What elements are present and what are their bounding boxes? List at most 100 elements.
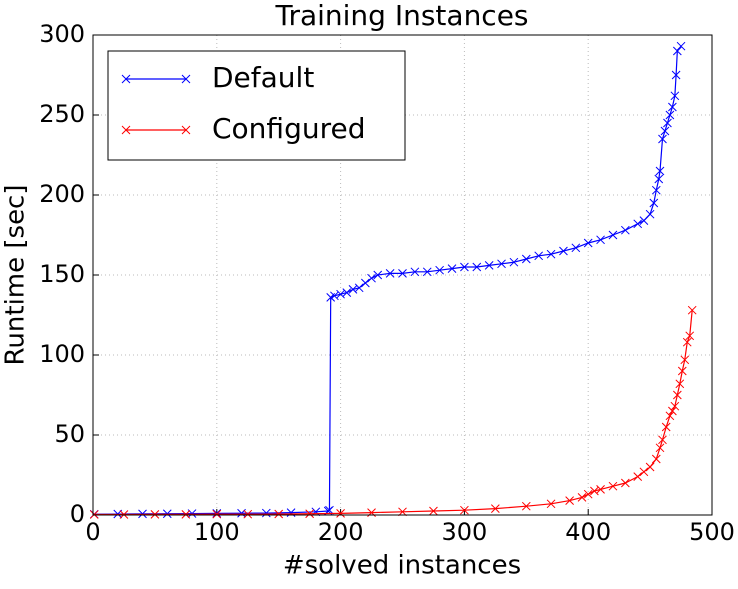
marker (665, 411, 675, 421)
legend-marker (121, 74, 191, 84)
x-tick-label: 0 (85, 518, 100, 546)
marker (212, 509, 222, 518)
marker (472, 262, 482, 272)
marker (665, 110, 675, 120)
marker (373, 270, 383, 280)
marker (422, 267, 432, 277)
marker (596, 235, 605, 245)
y-tick-label: 100 (39, 340, 85, 368)
marker (212, 509, 222, 519)
marker (651, 185, 661, 195)
marker (336, 509, 345, 518)
marker (677, 366, 687, 376)
marker (546, 499, 556, 509)
marker (546, 249, 556, 259)
marker (672, 390, 682, 400)
y-tick-label: 300 (39, 20, 85, 48)
marker (590, 486, 599, 496)
marker (668, 406, 677, 416)
marker (534, 251, 544, 261)
marker (670, 401, 680, 411)
marker (668, 102, 677, 112)
marker (651, 454, 661, 464)
marker (460, 505, 469, 515)
marker (608, 230, 618, 240)
marker (429, 506, 438, 516)
marker (675, 379, 685, 389)
marker (367, 273, 376, 283)
marker (672, 46, 682, 56)
marker (571, 243, 581, 253)
marker (484, 261, 494, 270)
x-tick-label: 400 (565, 518, 611, 546)
marker (661, 422, 671, 432)
marker (274, 509, 284, 519)
marker (577, 493, 587, 502)
marker (658, 435, 667, 445)
y-axis-label: Runtime [sec] (1, 185, 31, 366)
marker (620, 225, 630, 235)
marker (660, 126, 670, 136)
legend-box (107, 50, 406, 161)
marker (509, 257, 519, 267)
marker (150, 510, 160, 519)
marker (608, 481, 618, 491)
marker (162, 509, 172, 519)
marker (330, 291, 339, 301)
marker (655, 166, 665, 176)
marker (410, 267, 420, 277)
marker (633, 472, 643, 481)
marker (325, 505, 334, 515)
marker (663, 118, 672, 128)
marker (559, 246, 568, 256)
marker (583, 238, 593, 248)
legend-label: Configured (212, 112, 365, 145)
marker (521, 501, 531, 511)
y-tick-label: 200 (39, 180, 85, 208)
marker (354, 283, 364, 293)
y-tick-label: 250 (39, 100, 85, 128)
y-tick-label: 0 (70, 500, 85, 528)
marker (435, 265, 444, 275)
legend-marker (121, 125, 191, 135)
marker (181, 510, 191, 519)
marker (670, 91, 680, 101)
x-tick-label: 500 (689, 518, 735, 546)
marker (620, 478, 630, 488)
y-tick-label: 50 (54, 420, 85, 448)
x-axis-label: #solved instances (283, 551, 521, 581)
marker (583, 489, 593, 499)
series-line (94, 310, 693, 516)
marker (633, 219, 643, 229)
marker (682, 337, 692, 347)
marker (654, 174, 664, 184)
x-tick-label: 100 (194, 518, 240, 546)
marker (398, 507, 407, 517)
marker (305, 509, 315, 519)
marker (645, 462, 655, 472)
marker (348, 285, 358, 294)
marker (336, 289, 345, 299)
legend-label: Default (212, 61, 314, 94)
marker (685, 331, 695, 341)
marker (521, 254, 531, 264)
plot-frame (92, 34, 713, 516)
y-tick-label: 150 (39, 260, 85, 288)
marker (361, 278, 370, 288)
marker (687, 305, 697, 315)
marker (261, 508, 271, 518)
marker (311, 507, 321, 517)
marker (565, 496, 574, 505)
marker (243, 509, 253, 519)
marker (596, 485, 605, 494)
marker (655, 443, 665, 453)
marker (645, 209, 655, 219)
x-tick-label: 200 (318, 518, 364, 546)
marker (639, 467, 649, 477)
marker (497, 259, 506, 269)
chart-title: Training Instances (274, 0, 528, 32)
marker (447, 264, 457, 273)
x-tick-label: 300 (441, 518, 487, 546)
marker (649, 198, 659, 208)
